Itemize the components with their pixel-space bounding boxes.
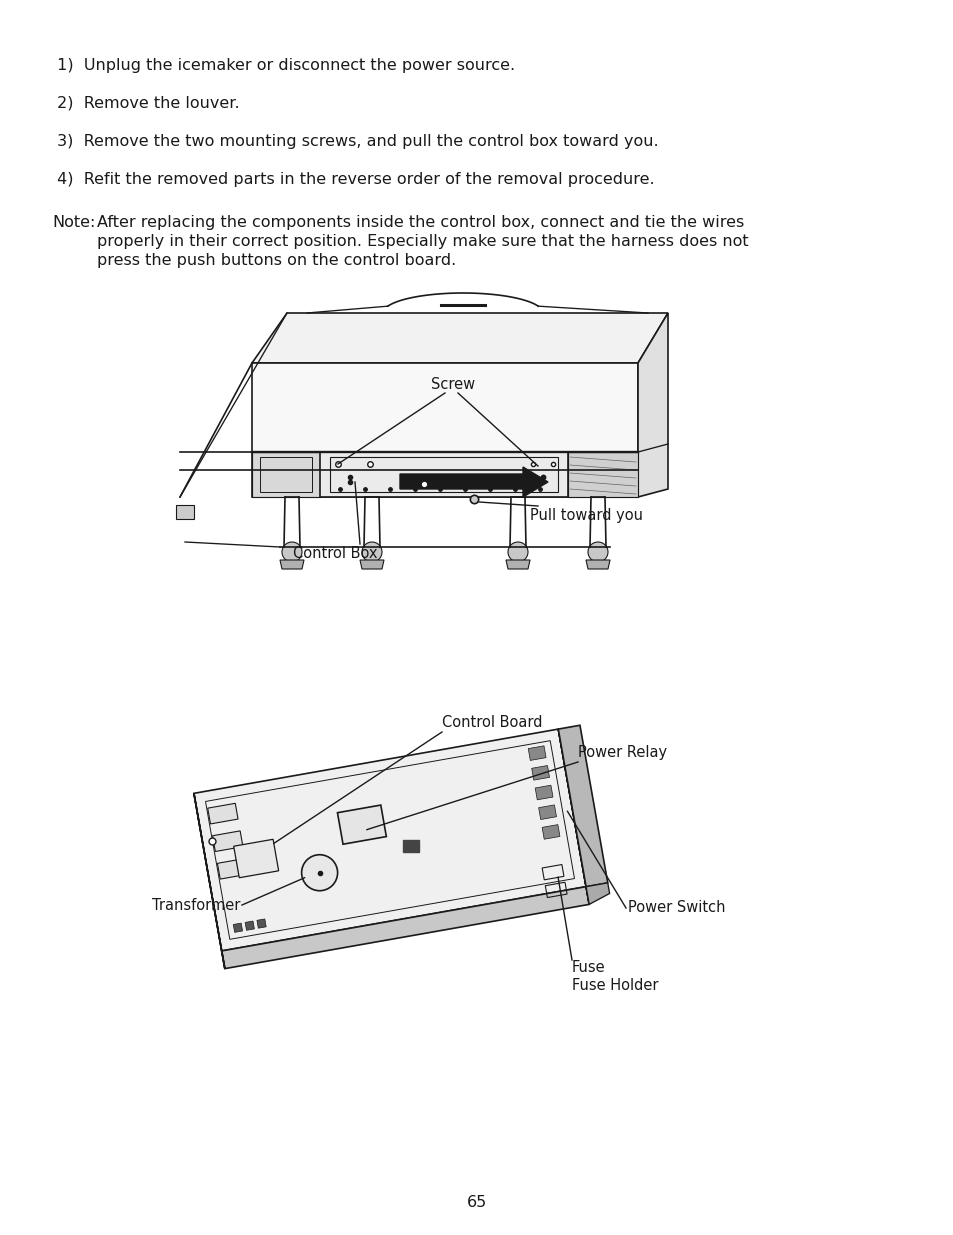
Text: Transformer: Transformer [152,898,240,913]
Polygon shape [193,793,225,968]
Text: Control Box: Control Box [293,546,376,561]
Polygon shape [538,805,556,820]
Text: Control Board: Control Board [441,715,542,730]
Polygon shape [535,785,553,800]
Text: properly in their correct position. Especially make sure that the harness does n: properly in their correct position. Espe… [97,233,748,249]
Text: 1)  Unplug the icemaker or disconnect the power source.: 1) Unplug the icemaker or disconnect the… [52,58,515,73]
Circle shape [587,542,607,562]
Text: 3)  Remove the two mounting screws, and pull the control box toward you.: 3) Remove the two mounting screws, and p… [52,135,658,149]
Polygon shape [638,312,667,496]
Text: Note:: Note: [52,215,95,230]
Polygon shape [585,883,609,904]
Polygon shape [585,559,609,569]
Polygon shape [280,559,304,569]
Text: After replacing the components inside the control box, connect and tie the wires: After replacing the components inside th… [97,215,743,230]
Text: Screw: Screw [431,377,475,391]
Polygon shape [208,803,238,824]
Polygon shape [528,746,545,761]
Polygon shape [217,858,248,879]
Polygon shape [541,825,559,840]
Polygon shape [252,452,319,496]
Text: Fuse: Fuse [572,960,605,974]
Polygon shape [221,887,589,968]
Polygon shape [399,467,547,496]
Text: 4)  Refit the removed parts in the reverse order of the removal procedure.: 4) Refit the removed parts in the revers… [52,172,654,186]
Polygon shape [233,840,278,878]
Polygon shape [193,729,585,951]
Text: Pull toward you: Pull toward you [530,508,642,522]
Polygon shape [252,363,638,496]
Polygon shape [531,766,549,781]
Text: Power Switch: Power Switch [627,900,724,915]
Polygon shape [233,923,242,932]
Circle shape [282,542,302,562]
Polygon shape [558,725,607,887]
Polygon shape [319,452,567,496]
Polygon shape [175,505,193,519]
Polygon shape [256,919,266,929]
Polygon shape [558,729,589,904]
Text: Fuse Holder: Fuse Holder [572,978,658,993]
Polygon shape [337,805,386,845]
Polygon shape [359,559,384,569]
Text: 65: 65 [466,1195,487,1210]
Polygon shape [252,312,667,363]
Text: 2)  Remove the louver.: 2) Remove the louver. [52,96,239,111]
Polygon shape [505,559,530,569]
Polygon shape [567,452,638,496]
Text: Power Relay: Power Relay [578,745,666,760]
Polygon shape [403,840,419,852]
Circle shape [301,855,337,890]
Polygon shape [245,921,254,930]
Circle shape [507,542,527,562]
Circle shape [361,542,381,562]
Text: press the push buttons on the control board.: press the push buttons on the control bo… [97,253,456,268]
Polygon shape [213,831,243,851]
